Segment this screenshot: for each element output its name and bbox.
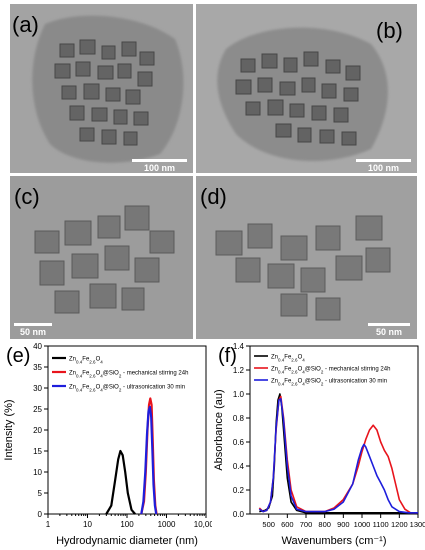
y-tick-label: 0.0 xyxy=(233,510,245,519)
tem-panel-b: (b) 100 nm xyxy=(196,4,417,173)
x-tick-label: 1000 xyxy=(158,520,176,529)
scale-bar-line-b xyxy=(356,159,411,162)
tem-panel-c: (c) 50 nm xyxy=(10,176,193,339)
x-tick-label: 1000 xyxy=(354,520,371,529)
scale-bar-label-c: 50 nm xyxy=(19,327,46,337)
x-tick-label: 600 xyxy=(281,520,294,529)
chart-f-xlabel: Wavenumbers (cm⁻¹) xyxy=(281,535,386,547)
y-tick-label: 0.6 xyxy=(233,438,245,447)
panel-label-c: (c) xyxy=(14,184,40,209)
series-line xyxy=(140,405,158,515)
chart-panel-e: 1 10 100 1000 10,000 0 5 10 15 20 25 30 35 40 Zn0.4Fe… xyxy=(0,342,212,550)
panel-label-b: (b) xyxy=(376,18,403,43)
y-tick-label: 0.4 xyxy=(233,462,245,471)
y-tick-label: 0.2 xyxy=(233,486,245,495)
y-tick-label: 25 xyxy=(33,405,42,414)
chart-e-svg: 1 10 100 1000 10,000 0 5 10 15 20 25 30 35 40 Zn0.4Fe… xyxy=(3,342,212,547)
scale-bar-line-a xyxy=(132,159,187,162)
series-line xyxy=(105,449,136,515)
scale-bar-line-c xyxy=(14,323,52,326)
chart-f-ticks: 500 600 700 800 900 1000 1100 1200 1300 0.0 0.2 0.4… xyxy=(233,342,425,529)
chart-f-frame xyxy=(249,345,419,515)
chart-e-legend: Zn0.4Fe2.6O4 Zn0.4Fe2.6O4@SiO2 - mechanic… xyxy=(52,357,188,393)
scale-bar-line-d xyxy=(368,323,410,326)
y-tick-label: 35 xyxy=(33,363,42,372)
y-tick-label: 40 xyxy=(33,342,42,351)
chart-e-series-group xyxy=(105,397,158,515)
y-tick-label: 15 xyxy=(33,447,42,456)
legend-label: Zn0.4Fe2.6O4@SiO2 - ultrasonication 30 m… xyxy=(69,385,185,393)
chart-panel-f: 500 600 700 800 900 1000 1100 1200 1300 0.0 0.2 0.4… xyxy=(212,342,425,550)
x-tick-label: 800 xyxy=(318,520,331,529)
panel-label-a: (a) xyxy=(12,12,39,37)
panel-label-f: (f) xyxy=(218,345,237,367)
tem-image-c xyxy=(10,176,193,339)
scale-bar-label-d: 50 nm xyxy=(375,327,402,337)
y-tick-label: 5 xyxy=(38,489,43,498)
scale-bar-d: 50 nm xyxy=(368,323,410,337)
x-tick-label: 900 xyxy=(337,520,350,529)
tem-panel-d: (d) 50 nm xyxy=(196,176,417,339)
y-tick-label: 0 xyxy=(38,510,43,519)
tem-image-d xyxy=(196,176,417,339)
y-tick-label: 1.0 xyxy=(233,390,245,399)
legend-label: Zn0.4Fe2.6O4@SiO2 - mechanical stirring … xyxy=(69,371,188,379)
legend-label: Zn0.4Fe2.6O4@SiO2 - ultrasonication 30 m… xyxy=(271,379,387,387)
x-tick-label: 100 xyxy=(120,520,134,529)
x-tick-label: 10 xyxy=(83,520,92,529)
y-tick-label: 20 xyxy=(33,426,42,435)
legend-label: Zn0.4Fe2.6O4 xyxy=(271,355,305,363)
chart-e-ylabel: Intensity (%) xyxy=(3,399,15,460)
tem-image-b xyxy=(196,4,417,173)
legend-label: Zn0.4Fe2.6O4 xyxy=(69,357,103,365)
x-tick-label: 1200 xyxy=(391,520,408,529)
panel-label-e: (e) xyxy=(6,345,31,367)
tem-image-a xyxy=(10,4,193,173)
y-tick-label: 10 xyxy=(33,468,42,477)
y-tick-label: 30 xyxy=(33,384,42,393)
scale-bar-b: 100 nm xyxy=(356,159,411,173)
chart-f-series-group xyxy=(258,393,418,514)
chart-f-legend: Zn0.4Fe2.6O4 Zn0.4Fe2.6O4@SiO2 - mechanic… xyxy=(254,355,390,387)
chart-e-frame xyxy=(47,345,207,515)
series-line xyxy=(258,398,418,514)
y-tick-label: 1.2 xyxy=(233,366,245,375)
scale-bar-label-b: 100 nm xyxy=(367,163,400,173)
x-tick-label: 1 xyxy=(46,520,51,529)
y-tick-label: 0.8 xyxy=(233,414,245,423)
panel-label-d: (d) xyxy=(200,184,227,209)
y-tick-label: 1.4 xyxy=(233,342,245,351)
x-tick-label: 500 xyxy=(262,520,275,529)
x-tick-label: 1100 xyxy=(373,520,389,529)
legend-label: Zn0.4Fe2.6O4@SiO2 - mechanical stirring … xyxy=(271,367,390,375)
x-tick-label: 10,000 xyxy=(194,520,212,529)
tem-panel-a: (a) 100 nm xyxy=(10,4,193,173)
scale-bar-a: 100 nm xyxy=(132,159,187,173)
chart-f-ylabel: Absorbance (au) xyxy=(213,389,225,470)
x-tick-label: 1300 xyxy=(410,520,425,529)
scale-bar-label-a: 100 nm xyxy=(143,163,176,173)
scale-bar-c: 50 nm xyxy=(14,323,52,337)
chart-e-xlabel: Hydrodynamic diameter (nm) xyxy=(56,535,198,547)
chart-f-svg: 500 600 700 800 900 1000 1100 1200 1300 0.0 0.2 0.4… xyxy=(213,342,425,547)
x-tick-label: 700 xyxy=(300,520,313,529)
